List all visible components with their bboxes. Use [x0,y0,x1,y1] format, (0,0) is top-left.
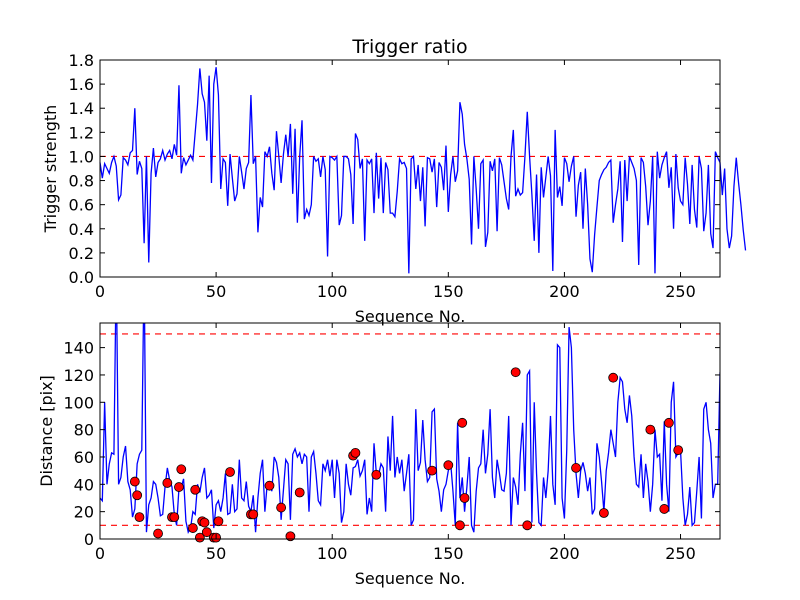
x-tick-label: 150 [433,544,464,563]
y-tick-label: 0.8 [69,172,94,191]
highlighted-point [294,487,305,498]
x-axis-ticks: 0 50 100 150 200 250 [95,323,696,563]
x-tick-label: 100 [317,282,348,301]
y-tick-label: 20 [74,503,94,522]
y-tick-label: 0.0 [69,268,94,287]
y-axis-label: Distance [pix] [37,375,56,487]
highlighted-point [645,424,656,435]
highlighted-point [457,417,468,428]
highlighted-point [664,417,674,428]
x-tick-label: 150 [433,282,464,301]
x-axis-ticks: 0 50 100 150 200 250 [95,60,696,301]
y-axis-label: Trigger strength [41,105,60,234]
highlighted-point [371,469,382,480]
highlighted-point [169,512,180,523]
highlighted-point [459,493,470,503]
trigger-ratio-chart: Trigger ratio 0 50 100 150 200 250 0.00.20.40… [41,36,747,326]
x-tick-label: 250 [665,544,696,563]
highlighted-point [190,484,201,495]
highlighted-point [673,445,684,456]
plot-frame [99,59,721,278]
y-axis-ticks: 0.0 0.2 0.4 0.6 0.8 1.0 1.2 1.4 1.6 1.8 [69,51,720,287]
highlighted-point [134,512,145,523]
x-tick-label: 50 [206,282,226,301]
highlighted-point [153,528,163,539]
highlighted-point [659,504,670,514]
x-axis-label: Sequence No. [355,307,466,326]
y-tick-label: 140 [63,339,94,358]
y-axis-ticks: 0 20 40 60 80 100 120 140 [63,339,720,549]
highlighted-point [201,527,212,538]
x-tick-label: 200 [549,544,580,563]
highlighted-point [162,478,173,488]
chart-title: Trigger ratio [351,36,467,58]
y-tick-label: 120 [63,366,94,385]
y-tick-label: 0.6 [69,196,94,215]
highlighted-point [248,509,259,520]
y-tick-label: 0 [84,530,94,549]
y-tick-label: 60 [74,448,94,467]
highlighted-point [129,476,140,487]
highlighted-point [608,372,619,383]
highlighted-point [443,460,454,471]
x-axis-label: Sequence No. [355,569,466,588]
x-tick-label: 200 [549,282,580,301]
highlighted-point [276,502,287,513]
highlighted-point [427,465,437,476]
x-tick-label: 100 [317,544,348,563]
y-tick-label: 1.8 [69,51,94,70]
y-tick-label: 0.4 [69,220,94,239]
y-tick-label: 1.6 [69,75,94,94]
highlighted-point [455,520,465,531]
y-tick-label: 0.2 [69,244,94,263]
y-tick-label: 40 [74,475,94,494]
highlighted-point [132,490,143,501]
highlighted-point [187,523,198,533]
highlighted-point [571,463,581,473]
highlighted-point [522,520,533,531]
y-tick-label: 1.2 [69,123,94,142]
y-tick-label: 1.4 [69,99,94,118]
highlighted-point [174,482,184,492]
x-tick-label: 0 [95,282,105,301]
distance-chart: 0 50 100 150 200 250 0 20 40 60 80 100 120 140 Seque… [37,322,721,588]
x-tick-label: 50 [206,544,226,563]
x-tick-label: 0 [95,544,105,563]
highlighted-point [176,464,187,475]
highlighted-point [199,517,210,528]
trigger-strength-line [99,67,747,274]
x-tick-label: 250 [665,282,696,301]
y-tick-label: 80 [74,421,94,440]
highlighted-point [213,516,224,527]
distance-line [100,323,720,534]
highlighted-point [598,508,609,518]
highlighted-point [350,447,361,458]
plot-frame [99,322,721,540]
y-tick-label: 100 [63,393,94,412]
highlighted-point [194,532,205,543]
highlighted-point [510,367,521,378]
highlighted-point [264,480,275,491]
highlighted-point [225,467,235,477]
y-tick-label: 1.0 [69,147,94,166]
